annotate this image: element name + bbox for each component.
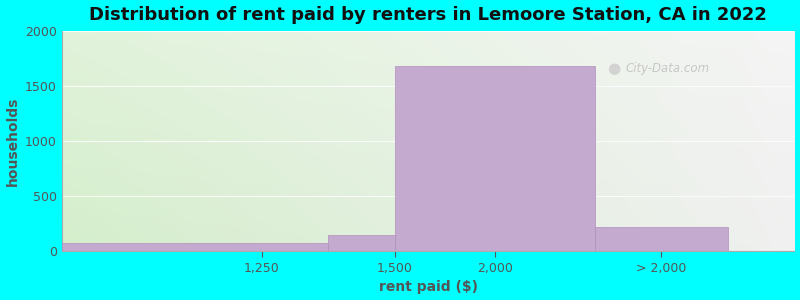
Bar bbox=[328, 235, 395, 251]
Bar bbox=[395, 66, 594, 251]
Y-axis label: households: households bbox=[6, 96, 19, 186]
Text: ●: ● bbox=[608, 61, 621, 76]
Bar bbox=[62, 243, 328, 251]
Title: Distribution of rent paid by renters in Lemoore Station, CA in 2022: Distribution of rent paid by renters in … bbox=[90, 6, 767, 24]
Bar bbox=[594, 227, 728, 251]
X-axis label: rent paid ($): rent paid ($) bbox=[378, 280, 478, 294]
Text: City-Data.com: City-Data.com bbox=[626, 62, 710, 75]
